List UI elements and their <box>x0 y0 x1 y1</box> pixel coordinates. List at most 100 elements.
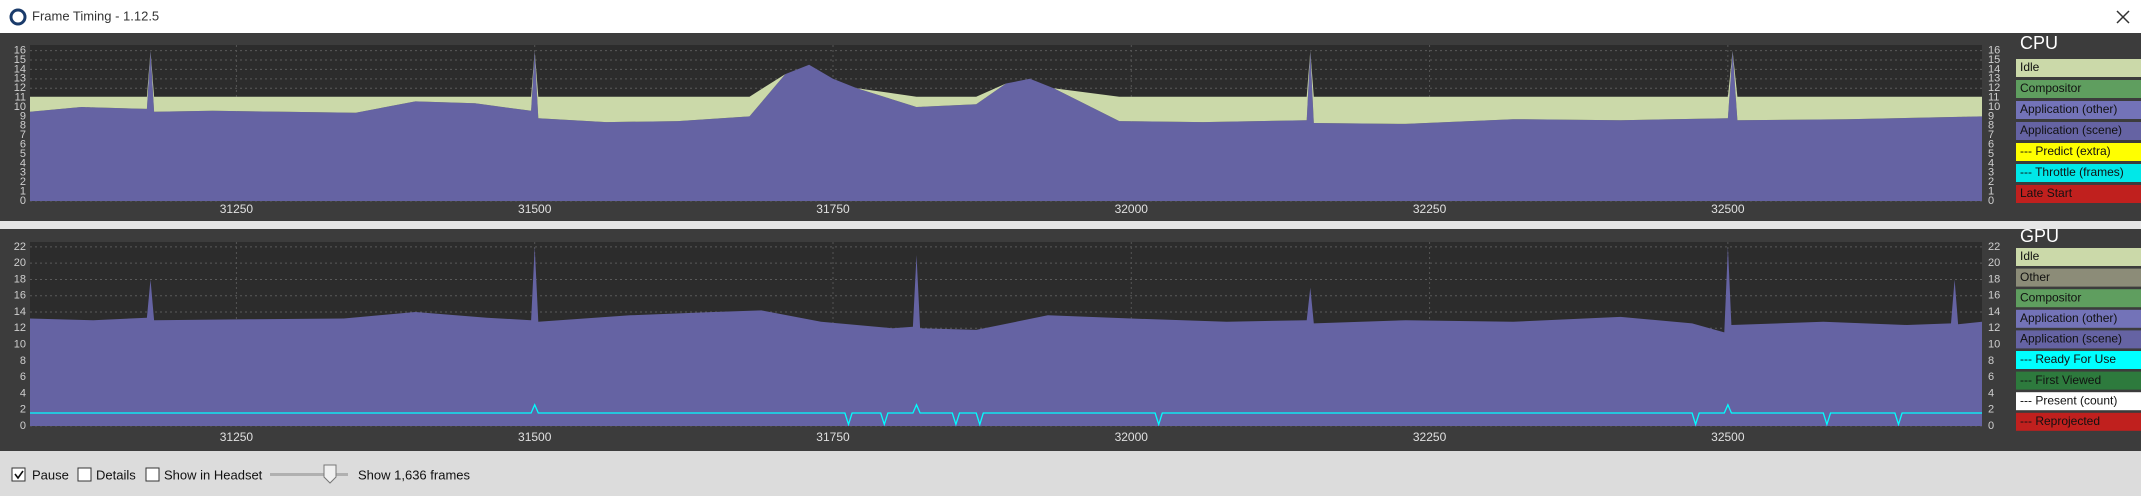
frames-label: Show 1,636 frames <box>358 467 471 482</box>
legend-swatch <box>2016 309 2141 328</box>
y-tick-label: 5 <box>1988 148 1994 160</box>
checkbox[interactable] <box>145 467 160 482</box>
close-button[interactable] <box>2116 10 2130 24</box>
legend-label: Application (other) <box>2020 102 2117 116</box>
y-tick-label: 15 <box>14 54 26 66</box>
slider-track[interactable] <box>270 473 348 476</box>
x-tick-label: 31500 <box>518 202 552 216</box>
slider-thumb[interactable] <box>323 464 337 484</box>
legend-label: Compositor <box>2020 81 2081 95</box>
area <box>30 246 1982 426</box>
legend-label: Compositor <box>2020 290 2081 304</box>
legend-label: Late Start <box>2020 186 2073 200</box>
y-tick-label: 12 <box>14 82 26 94</box>
line <box>30 403 1982 427</box>
x-tick-label: 31750 <box>816 430 850 444</box>
y-tick-label: 18 <box>14 273 26 285</box>
y-tick-label: 9 <box>20 110 26 122</box>
y-tick-label: 22 <box>14 241 26 253</box>
close-icon[interactable] <box>2116 10 2130 24</box>
x-tick-label: 31250 <box>220 202 254 216</box>
y-tick-label: 6 <box>1988 139 1994 151</box>
checkbox-label[interactable]: Details <box>96 467 136 482</box>
y-tick-label: 3 <box>1988 167 1994 179</box>
legend-label: --- Present (count) <box>2020 393 2117 407</box>
legend-swatch <box>2016 80 2141 98</box>
y-tick-label: 8 <box>20 355 26 367</box>
checkbox[interactable] <box>11 467 26 482</box>
y-tick-label: 2 <box>20 176 26 188</box>
checkbox-label[interactable]: Show in Headset <box>164 467 263 482</box>
y-tick-label: 20 <box>1988 257 2000 269</box>
y-tick-label: 18 <box>1988 273 2000 285</box>
legend-label: Idle <box>2020 249 2040 263</box>
y-tick-label: 16 <box>14 290 26 302</box>
x-tick-label: 32500 <box>1711 202 1745 216</box>
legend-swatch <box>2016 164 2141 182</box>
y-tick-label: 6 <box>1988 371 1994 383</box>
y-tick-label: 4 <box>1988 157 1994 169</box>
y-tick-label: 1 <box>20 186 26 198</box>
checkmark[interactable] <box>14 470 24 480</box>
y-tick-label: 4 <box>1988 387 1994 399</box>
legend-swatch <box>2016 122 2141 140</box>
y-tick-label: 4 <box>20 157 26 169</box>
x-tick-label: 31250 <box>220 430 254 444</box>
legend-label: Application (other) <box>2020 311 2117 325</box>
y-tick-label: 16 <box>1988 290 2000 302</box>
legend-swatch <box>2016 351 2141 369</box>
legend-swatch <box>2016 268 2141 287</box>
y-tick-label: 12 <box>1988 322 2000 334</box>
y-tick-label: 9 <box>1988 110 1994 122</box>
y-tick-label: 4 <box>20 387 26 399</box>
legend-swatch <box>2016 185 2141 203</box>
y-tick-label: 2 <box>20 404 26 416</box>
chart-title: CPU <box>2020 33 2058 53</box>
y-tick-label: 8 <box>20 120 26 132</box>
app-icon <box>9 8 27 26</box>
y-tick-label: 10 <box>14 338 26 350</box>
x-tick-label: 32500 <box>1711 430 1745 444</box>
legend-label: Other <box>2020 270 2050 284</box>
y-tick-label: 1 <box>1988 186 1994 198</box>
y-tick-label: 5 <box>20 148 26 160</box>
checkbox[interactable] <box>77 467 92 482</box>
legend-swatch <box>2016 143 2141 161</box>
y-tick-label: 14 <box>14 306 26 318</box>
y-tick-label: 0 <box>20 195 26 207</box>
x-tick-label: 32250 <box>1413 430 1447 444</box>
legend-label: Idle <box>2020 60 2040 74</box>
legend-label: --- Predict (extra) <box>2020 144 2111 158</box>
legend-label: --- Throttle (frames) <box>2020 165 2124 179</box>
y-tick-label: 14 <box>1988 306 2000 318</box>
x-tick-label: 32000 <box>1115 430 1149 444</box>
area <box>30 50 1982 201</box>
y-tick-label: 13 <box>14 73 26 85</box>
legend-swatch <box>2016 289 2141 308</box>
separator <box>0 221 2141 229</box>
bottom-bar <box>0 451 2141 496</box>
y-tick-label: 8 <box>1988 355 1994 367</box>
y-tick-label: 2 <box>1988 404 1994 416</box>
y-tick-label: 15 <box>1988 54 2000 66</box>
chart-title: GPU <box>2020 226 2059 246</box>
title-bar <box>0 0 2141 33</box>
checkbox-label[interactable]: Pause <box>32 467 69 482</box>
legend-swatch <box>2016 330 2141 349</box>
y-tick-label: 0 <box>1988 420 1994 432</box>
legend-swatch <box>2016 101 2141 119</box>
x-tick-label: 31750 <box>816 202 850 216</box>
y-tick-label: 14 <box>1988 63 2000 75</box>
x-tick-label: 32000 <box>1115 202 1149 216</box>
y-tick-label: 16 <box>1988 45 2000 57</box>
y-tick-label: 7 <box>20 129 26 141</box>
y-tick-label: 3 <box>20 167 26 179</box>
y-tick-label: 20 <box>14 257 26 269</box>
area <box>30 50 1982 124</box>
y-tick-label: 6 <box>20 139 26 151</box>
legend-swatch <box>2016 248 2141 266</box>
y-tick-label: 11 <box>15 92 26 104</box>
